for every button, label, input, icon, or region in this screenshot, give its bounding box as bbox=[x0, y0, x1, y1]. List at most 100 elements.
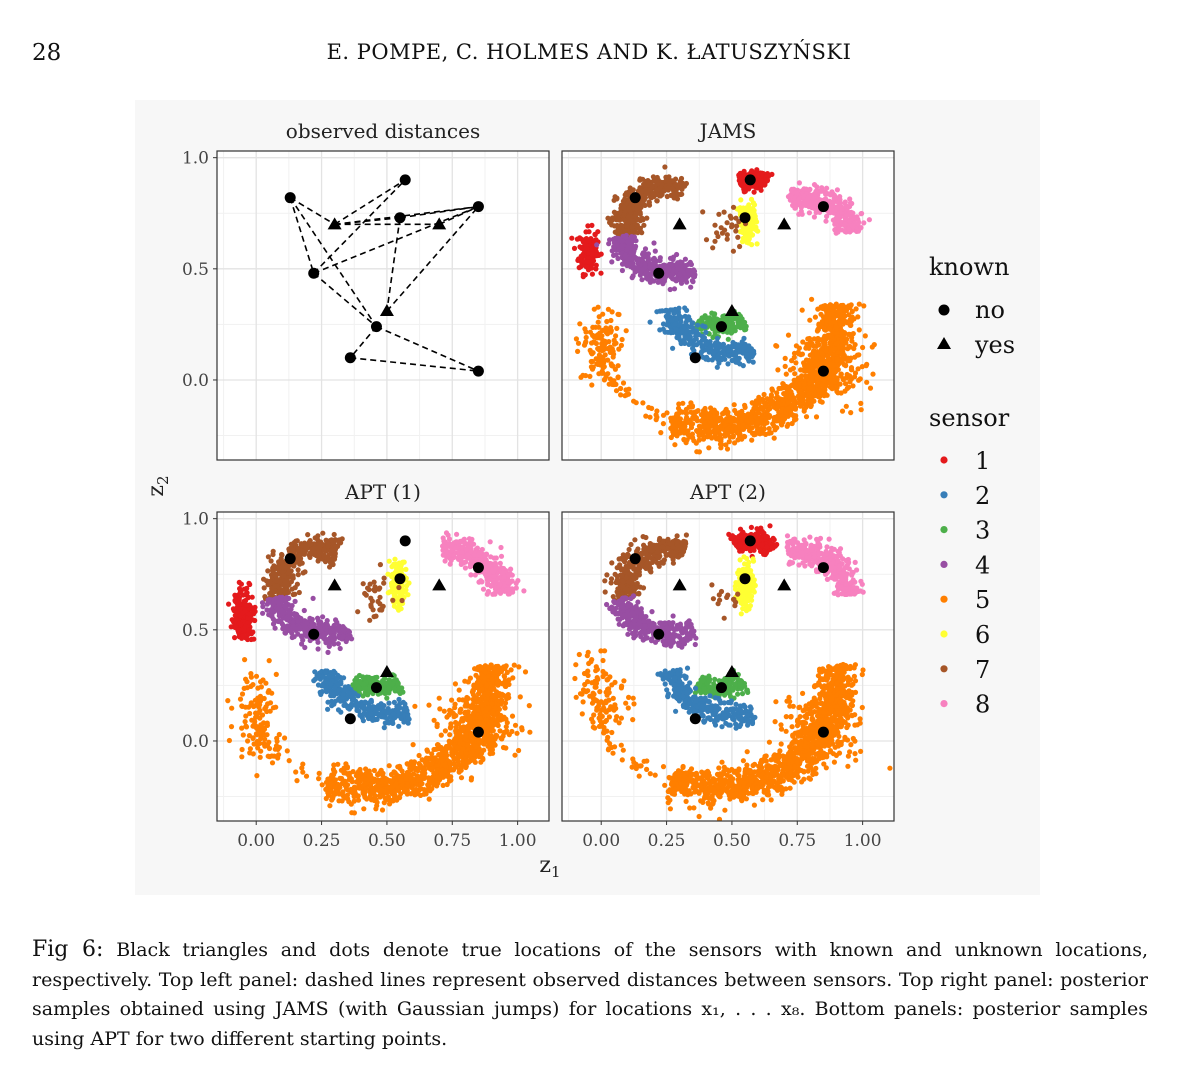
sample-point-sensor-5 bbox=[821, 326, 828, 333]
sample-point-sensor-8 bbox=[500, 570, 506, 576]
sample-point-sensor-5 bbox=[791, 350, 798, 356]
sample-point-sensor-8 bbox=[490, 577, 496, 583]
sample-point-sensor-8 bbox=[861, 220, 867, 226]
sample-point-sensor-1 bbox=[226, 601, 232, 607]
sample-point-sensor-5 bbox=[734, 429, 740, 435]
distance-edge bbox=[350, 356, 479, 372]
sample-point-sensor-7 bbox=[637, 185, 643, 191]
sample-point-sensor-6 bbox=[740, 227, 747, 233]
sample-point-sensor-5 bbox=[611, 341, 618, 347]
sample-point-sensor-8 bbox=[487, 539, 493, 545]
sample-point-sensor-6 bbox=[386, 558, 392, 564]
sample-point-sensor-7 bbox=[733, 228, 739, 234]
sample-point-sensor-8 bbox=[485, 588, 491, 595]
distance-edge bbox=[349, 326, 378, 359]
sample-point-sensor-5 bbox=[756, 410, 762, 416]
sample-point-sensor-8 bbox=[846, 226, 852, 232]
sample-point-sensor-5 bbox=[608, 317, 614, 324]
sample-point-sensor-1 bbox=[247, 581, 253, 588]
sample-point-sensor-5 bbox=[844, 336, 850, 342]
sample-point-sensor-5 bbox=[623, 328, 629, 334]
sample-point-sensor-8 bbox=[453, 539, 459, 545]
sample-point-sensor-5 bbox=[613, 388, 620, 394]
sample-point-sensor-3 bbox=[726, 320, 732, 326]
sample-point-sensor-1 bbox=[741, 170, 747, 177]
sample-point-sensor-5 bbox=[823, 336, 829, 342]
sample-point-sensor-8 bbox=[831, 192, 838, 198]
sample-point-sensor-5 bbox=[763, 416, 769, 422]
sample-point-sensor-7 bbox=[316, 554, 322, 560]
sample-point-sensor-4 bbox=[611, 245, 617, 251]
sample-point-sensor-8 bbox=[798, 204, 804, 210]
sample-point-sensor-5 bbox=[643, 413, 649, 419]
sample-point-sensor-8 bbox=[476, 552, 482, 558]
sample-point-sensor-5 bbox=[848, 366, 855, 373]
sample-point-sensor-1 bbox=[228, 624, 234, 630]
sample-point-sensor-3 bbox=[711, 312, 717, 318]
sample-point-sensor-5 bbox=[835, 339, 841, 345]
sample-point-sensor-4 bbox=[300, 637, 306, 643]
sample-point-sensor-5 bbox=[681, 430, 687, 436]
sample-point-sensor-6 bbox=[754, 241, 760, 247]
sample-point-sensor-5 bbox=[847, 358, 853, 364]
sample-point-sensor-8 bbox=[833, 230, 839, 236]
sample-point-sensor-5 bbox=[769, 387, 776, 393]
sample-point-sensor-5 bbox=[824, 305, 830, 311]
sample-point-sensor-2 bbox=[722, 345, 729, 351]
sample-point-sensor-2 bbox=[705, 357, 712, 363]
sample-point-sensor-5 bbox=[849, 338, 855, 344]
sample-point-sensor-6 bbox=[405, 592, 411, 598]
sample-point-sensor-7 bbox=[730, 204, 737, 210]
sample-point-sensor-8 bbox=[468, 572, 474, 578]
sample-point-sensor-2 bbox=[674, 334, 680, 341]
sample-point-sensor-5 bbox=[827, 326, 833, 332]
sample-point-sensor-8 bbox=[850, 210, 856, 216]
sample-point-sensor-2 bbox=[729, 357, 735, 364]
sample-point-sensor-5 bbox=[761, 391, 767, 398]
sample-point-sensor-5 bbox=[676, 401, 682, 407]
sample-point-sensor-8 bbox=[463, 546, 469, 552]
y-tick-label: 0.5 bbox=[182, 260, 209, 280]
sample-point-sensor-5 bbox=[807, 317, 813, 323]
sample-point-sensor-7 bbox=[733, 215, 739, 221]
known-sensor-triangle bbox=[327, 217, 342, 230]
sample-point-sensor-5 bbox=[724, 446, 731, 452]
sample-point-sensor-8 bbox=[835, 215, 841, 221]
sample-point-sensor-4 bbox=[661, 278, 668, 284]
sample-point-sensor-5 bbox=[793, 413, 799, 419]
sample-point-sensor-7 bbox=[274, 583, 280, 589]
sample-point-sensor-5 bbox=[731, 423, 737, 429]
sample-point-sensor-5 bbox=[672, 442, 678, 448]
sample-point-sensor-7 bbox=[321, 547, 327, 553]
sample-point-sensor-7 bbox=[621, 205, 627, 211]
sample-point-sensor-5 bbox=[620, 380, 627, 386]
sample-point-sensor-7 bbox=[728, 215, 734, 221]
distance-edge bbox=[313, 272, 377, 328]
sample-point-sensor-5 bbox=[843, 307, 850, 314]
sample-point-sensor-5 bbox=[826, 318, 832, 324]
sample-point-sensor-4 bbox=[676, 277, 683, 283]
sample-point-sensor-2 bbox=[700, 323, 706, 329]
sample-point-sensor-5 bbox=[618, 392, 624, 398]
sample-point-sensor-4 bbox=[259, 600, 266, 606]
sample-point-sensor-4 bbox=[264, 607, 270, 613]
panel-title: observed distances bbox=[286, 119, 480, 143]
sample-point-sensor-5 bbox=[600, 337, 606, 344]
sample-point-sensor-5 bbox=[589, 382, 595, 388]
sample-point-sensor-7 bbox=[300, 542, 306, 548]
distance-edge bbox=[438, 205, 479, 226]
sample-point-sensor-8 bbox=[496, 588, 502, 594]
sample-point-sensor-5 bbox=[601, 364, 607, 370]
sample-point-sensor-6 bbox=[748, 196, 755, 202]
sample-point-sensor-8 bbox=[490, 569, 496, 575]
sample-point-sensor-5 bbox=[705, 423, 711, 429]
sample-point-sensor-5 bbox=[862, 333, 868, 339]
sample-point-sensor-5 bbox=[841, 376, 847, 382]
sample-point-sensor-2 bbox=[706, 349, 712, 355]
sample-point-sensor-5 bbox=[838, 371, 844, 377]
sample-point-sensor-4 bbox=[683, 275, 689, 281]
sample-point-sensor-4 bbox=[298, 615, 304, 622]
sample-point-sensor-1 bbox=[237, 590, 243, 596]
sample-point-sensor-5 bbox=[850, 383, 856, 389]
sample-point-sensor-1 bbox=[758, 178, 764, 184]
